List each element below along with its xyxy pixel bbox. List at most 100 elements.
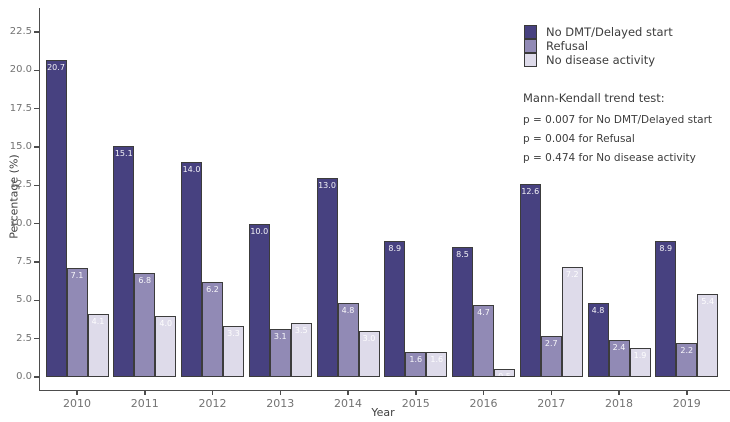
bar-value-label: 4.8: [341, 305, 355, 315]
bar-2015-s1: 1.6: [405, 352, 427, 377]
y-tick-label: 10.0: [9, 217, 32, 229]
x-tick-mark: [482, 390, 485, 395]
y-tick-label: 0.0: [16, 371, 32, 382]
bar-2011-s0: 15.1: [113, 146, 135, 377]
bar-2016-s0: 8.5: [452, 247, 473, 377]
y-tick-label: 2.5: [16, 332, 32, 344]
y-tick-label: 5.0: [16, 294, 32, 306]
x-axis-title: Year: [371, 406, 395, 419]
bar-value-label: 6.2: [206, 284, 219, 294]
bar-2014-s2: 3.0: [358, 331, 380, 377]
bar-value-label: 1.6: [409, 354, 423, 364]
bar-value-label: 1.9: [633, 350, 647, 360]
x-tick-mark: [144, 390, 146, 395]
x-tick-label: 2011: [130, 397, 159, 410]
bar-value-label: 20.7: [47, 62, 65, 72]
y-tick-mark: [34, 376, 39, 378]
bar-2013-s2: 3.5: [290, 323, 312, 377]
bar-2013-s1: 3.1: [269, 329, 291, 377]
y-tick-label: 15.0: [9, 141, 32, 153]
bar-value-label: 3.1: [273, 331, 287, 341]
bar-value-label: 4.8: [591, 305, 605, 315]
trend-test-line: p = 0.474 for No disease activity: [523, 152, 696, 164]
bar-2011-s1: 6.8: [134, 273, 156, 377]
bar-value-label: 5.4: [701, 296, 715, 306]
x-tick-mark: [347, 390, 349, 395]
y-tick-label: 17.5: [9, 102, 32, 114]
x-tick-label: 2010: [63, 397, 91, 410]
bar-2010-s2: 4.1: [87, 314, 109, 377]
trend-test-line: p = 0.007 for No DMT/Delayed start: [523, 114, 713, 126]
legend-label: No disease activity: [546, 53, 656, 67]
y-tick-label: 20.0: [9, 64, 32, 76]
bar-value-label: 8.9: [388, 243, 402, 253]
bar-2018-s2: 1.9: [629, 348, 651, 377]
bar-2011-s2: 4.0: [155, 316, 177, 377]
y-tick-mark: [34, 107, 39, 110]
x-tick-label: 2017: [537, 397, 566, 410]
bar-value-label: 2.2: [680, 345, 694, 355]
x-tick-mark: [415, 390, 417, 395]
y-tick-label: 12.5: [9, 179, 32, 191]
bar-2017-s2: 7.2: [561, 267, 583, 377]
bar-value-label: 4.1: [91, 316, 105, 326]
bar-2015-s0: 8.9: [384, 241, 406, 377]
bar-value-label: 10.0: [250, 226, 269, 236]
bar-value-label: 7.2: [565, 269, 579, 279]
bar-2016-s2: 0.5: [494, 369, 515, 377]
bar-value-label: 4.7: [477, 307, 490, 317]
x-tick-mark: [279, 390, 281, 395]
legend: No DMT/Delayed start Refusal No disease ac…: [524, 25, 673, 67]
x-tick-label: 2019: [672, 397, 701, 410]
x-tick-mark: [76, 390, 78, 395]
x-tick-mark: [686, 390, 688, 395]
legend-label: Refusal: [546, 39, 589, 53]
bar-2010-s1: 7.1: [66, 268, 88, 377]
bar-value-label: 14.0: [182, 164, 201, 174]
x-tick-label: 2012: [198, 397, 227, 410]
bar-value-label: 3.5: [294, 325, 308, 335]
bar-2019-s1: 2.2: [676, 343, 698, 377]
bar-value-label: 8.5: [456, 249, 469, 259]
bar-2013-s0: 10.0: [248, 224, 270, 377]
bar-2018-s0: 4.8: [587, 303, 609, 377]
legend-item-1: Refusal: [524, 39, 673, 53]
legend-item-0: No DMT/Delayed start: [524, 25, 673, 39]
x-tick-label: 2016: [469, 397, 498, 410]
y-axis-line: [38, 8, 40, 391]
y-tick-mark: [34, 31, 39, 33]
bar-2017-s0: 12.6: [519, 184, 541, 377]
bar-value-label: 12.6: [521, 186, 540, 196]
y-tick-mark: [34, 222, 39, 225]
bar-value-label: 2.7: [544, 338, 558, 348]
x-tick-mark: [211, 390, 214, 395]
x-tick-label: 2013: [266, 397, 295, 410]
bar-value-label: 0.5: [498, 371, 511, 377]
y-tick-mark: [34, 69, 39, 72]
x-tick-label: 2018: [605, 397, 633, 410]
x-tick-mark: [550, 390, 552, 395]
bar-2019-s2: 5.4: [697, 294, 719, 377]
y-tick-label: 7.5: [16, 256, 32, 268]
trend-test-line: p = 0.004 for Refusal: [523, 133, 635, 145]
y-tick-mark: [34, 146, 39, 148]
legend-swatch: [524, 53, 537, 67]
bar-2012-s1: 6.2: [202, 282, 223, 377]
y-tick-mark: [34, 261, 39, 263]
legend-swatch: [524, 39, 537, 53]
bar-2017-s1: 2.7: [540, 336, 562, 377]
legend-item-2: No disease activity: [524, 53, 673, 67]
bar-value-label: 8.9: [659, 243, 673, 253]
bar-value-label: 13.0: [318, 180, 336, 190]
plot-area: 20.7 7.1 4.1 15.1 6.8 4.0 14.0 6.2 3.3 10.0 3.1 3.5…: [40, 8, 730, 377]
x-tick-label: 2014: [334, 397, 362, 410]
bar-value-label: 7.1: [70, 270, 84, 280]
bar-value-label: 6.8: [138, 275, 152, 285]
y-tick-mark: [34, 337, 39, 340]
bar-value-label: 2.4: [612, 342, 626, 352]
bar-2018-s1: 2.4: [608, 340, 630, 377]
bar-2015-s2: 1.6: [426, 352, 448, 377]
y-tick-mark: [34, 299, 39, 302]
x-axis-line: [38, 389, 730, 391]
